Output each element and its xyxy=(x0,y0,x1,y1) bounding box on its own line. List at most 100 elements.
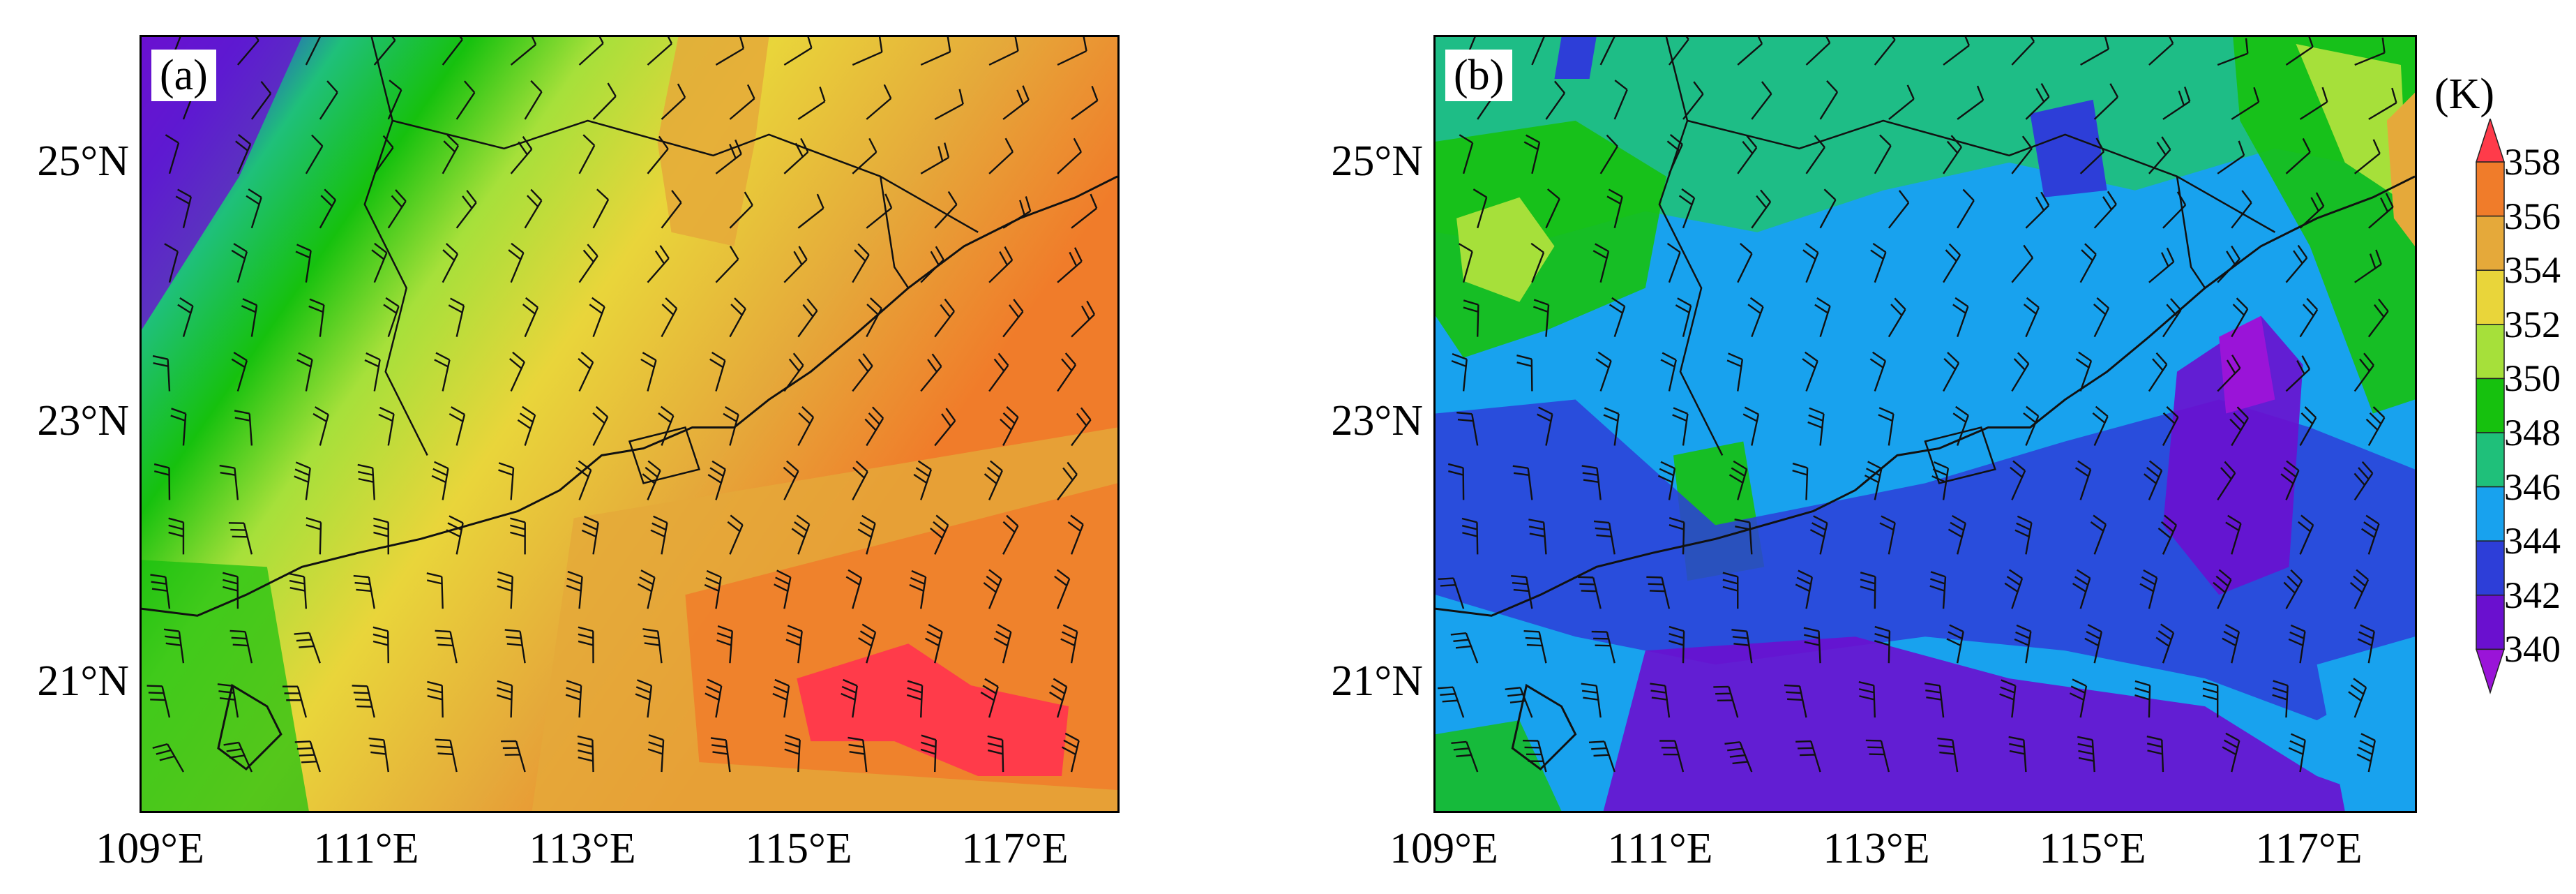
wind-barb xyxy=(785,625,803,664)
wind-barb xyxy=(650,515,668,555)
wind-barb xyxy=(2148,352,2168,392)
wind-barb xyxy=(442,37,463,66)
wind-barb xyxy=(236,37,259,66)
wind-barb xyxy=(373,37,396,66)
wind-barb xyxy=(993,623,1012,664)
wind-barb xyxy=(2155,623,2175,664)
wind-barb xyxy=(1669,516,1685,555)
wind-barb xyxy=(434,352,451,392)
wind-barb xyxy=(235,134,252,174)
wind-barb xyxy=(715,37,745,66)
wind-barb xyxy=(2288,733,2306,773)
wind-barb xyxy=(2025,191,2050,229)
y-tick-b-23n: 23°N xyxy=(1331,397,1423,445)
wind-barb xyxy=(2217,140,2245,174)
wind-barb xyxy=(383,297,400,337)
wind-barb xyxy=(1599,37,1615,66)
wind-barb xyxy=(1613,80,1628,120)
wind-barb xyxy=(1888,297,1906,338)
wind-barb xyxy=(1057,352,1077,392)
wind-barb xyxy=(2075,351,2093,392)
wind-barb xyxy=(2299,297,2319,338)
wind-barb xyxy=(2004,569,2024,609)
wind-barb xyxy=(1937,737,1959,773)
wind-barb xyxy=(2354,249,2382,283)
colorbar xyxy=(2475,119,2506,694)
wind-barb xyxy=(934,191,958,229)
colorbar-tick-label: 346 xyxy=(2504,465,2561,508)
wind-barb xyxy=(2011,37,2035,66)
wind-barb xyxy=(783,352,804,392)
y-tick-a-23n: 23°N xyxy=(37,397,129,445)
wind-barb xyxy=(661,190,682,229)
wind-barb xyxy=(1459,134,1474,174)
wind-barb xyxy=(1002,85,1030,120)
wind-barb xyxy=(296,352,313,392)
wind-barb xyxy=(1713,685,1739,718)
wind-barb xyxy=(2025,83,2050,120)
wind-barb xyxy=(1592,243,1610,283)
wind-barb xyxy=(1864,461,1883,500)
wind-barb xyxy=(1660,352,1677,392)
wind-barb xyxy=(1858,680,1876,718)
wind-barb xyxy=(2285,244,2308,283)
x-tick-b-117e: 117°E xyxy=(2255,825,2363,872)
wind-barb xyxy=(2217,355,2241,392)
wind-barb xyxy=(510,517,526,555)
wind-barb xyxy=(1728,460,1748,500)
theta-e-field-b xyxy=(1436,37,2415,811)
wind-barb xyxy=(2368,87,2397,120)
colorbar-segment xyxy=(2476,324,2505,380)
wind-barb xyxy=(797,406,815,447)
wind-barb xyxy=(2162,191,2187,229)
wind-barb xyxy=(1925,682,1945,718)
wind-barb xyxy=(295,244,312,283)
wind-barb xyxy=(2353,139,2381,174)
wind-barb xyxy=(504,629,526,664)
wind-barb xyxy=(223,741,253,773)
colorbar-segment xyxy=(2476,215,2505,271)
wind-barb xyxy=(427,680,444,718)
wind-barb xyxy=(1000,405,1019,447)
colorbar-tick-label: 356 xyxy=(2504,195,2561,237)
wind-barb xyxy=(783,246,808,283)
wind-barb xyxy=(1523,630,1547,664)
x-tick-a-109e: 109°E xyxy=(96,825,204,872)
wind-barb xyxy=(431,461,449,500)
colorbar-segment xyxy=(2476,161,2505,217)
map-panel-b: (b) xyxy=(1433,35,2417,813)
x-tick-a-117e: 117°E xyxy=(961,825,1069,872)
wind-barb xyxy=(387,189,407,229)
wind-barb xyxy=(163,628,185,664)
wind-barb xyxy=(219,464,239,500)
wind-barb xyxy=(1505,687,1533,718)
wind-barb xyxy=(1888,84,1915,120)
wind-barb xyxy=(2014,515,2033,555)
wind-barb xyxy=(2079,137,2105,174)
wind-barb xyxy=(2157,514,2178,555)
wind-barb xyxy=(577,735,594,773)
wind-barb xyxy=(906,680,924,718)
colorbar-tick-label: 350 xyxy=(2504,357,2561,400)
wind-barb xyxy=(289,572,308,609)
wind-barb xyxy=(1675,297,1692,337)
wind-barb xyxy=(1869,351,1887,392)
wind-barb xyxy=(165,134,180,174)
wind-barb xyxy=(250,80,272,120)
wind-barb xyxy=(640,352,657,392)
wind-barb xyxy=(661,297,678,338)
wind-barb xyxy=(448,297,465,337)
wind-barb xyxy=(2231,190,2252,229)
wind-barb xyxy=(589,297,605,338)
wind-barb xyxy=(2365,406,2386,447)
wind-barb xyxy=(1545,188,1560,229)
wind-barb xyxy=(2353,461,2374,501)
wind-barb xyxy=(306,517,322,555)
wind-barb xyxy=(1516,355,1533,392)
wind-barb xyxy=(920,37,951,66)
wind-barb xyxy=(2231,87,2260,120)
wind-barb xyxy=(2229,406,2249,447)
wind-barb xyxy=(988,37,1019,66)
wind-barb xyxy=(442,134,460,174)
wind-barb xyxy=(1952,297,1969,338)
